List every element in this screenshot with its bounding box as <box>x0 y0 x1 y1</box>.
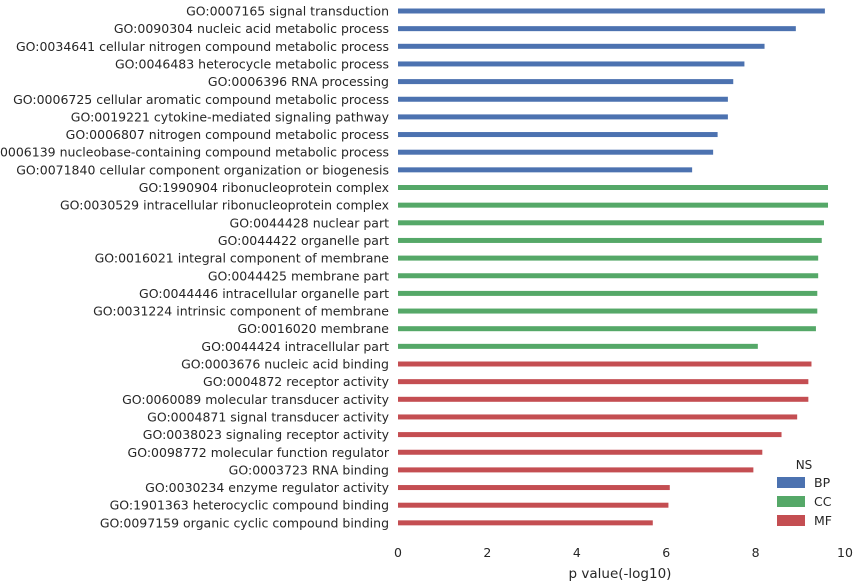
x-tick-label: 4 <box>573 545 581 560</box>
bar-cc <box>398 290 818 296</box>
bar-cc <box>398 202 829 208</box>
category-label: GO:0090304 nucleic acid metabolic proces… <box>114 21 389 36</box>
bar-mf <box>398 502 669 508</box>
bar-bp <box>398 79 734 85</box>
bar-bp <box>398 114 728 120</box>
category-label: GO:0016020 membrane <box>237 321 389 336</box>
bar-cc <box>398 326 816 332</box>
x-tick-label: 10 <box>837 545 853 560</box>
category-label: GO:0044428 nuclear part <box>230 215 390 230</box>
category-label: GO:1990904 ribonucleoprotein complex <box>139 180 389 195</box>
bar-mf <box>398 379 809 385</box>
category-label: GO:0098772 molecular function regulator <box>128 445 390 460</box>
legend-swatch-bp <box>777 477 805 488</box>
bar-bp <box>398 167 693 173</box>
category-labels: GO:0007165 signal transduction GO:0090304… <box>0 4 390 531</box>
bar-bp <box>398 96 728 102</box>
category-label: GO:0044424 intracellular part <box>201 339 389 354</box>
bar-mf <box>398 432 782 438</box>
category-label: GO:0003723 RNA binding <box>229 462 389 477</box>
category-label: GO:0030234 enzyme regulator activity <box>145 480 389 495</box>
bar-cc <box>398 185 829 190</box>
legend-swatch-mf <box>777 515 805 526</box>
bar-mf <box>398 520 653 526</box>
category-label: GO:0071840 cellular component organizati… <box>16 162 389 177</box>
category-label: GO:0006725 cellular aromatic compound me… <box>13 92 389 107</box>
bar-mf <box>398 485 670 491</box>
category-label: GO:0097159 organic cyclic compound bindi… <box>100 515 389 530</box>
bar-mf <box>398 396 809 402</box>
category-label: GO:0044422 organelle part <box>218 233 389 248</box>
category-label: GO:0006139 nucleobase-containing compoun… <box>0 145 389 160</box>
bar-mf <box>398 361 812 367</box>
x-axis-title: p value(-log10) <box>569 566 672 582</box>
category-label: GO:0019221 cytokine-mediated signaling p… <box>71 109 390 124</box>
category-label: GO:0060089 molecular transducer activity <box>122 392 390 407</box>
bar-mf <box>398 414 798 420</box>
x-tick-label: 6 <box>662 545 670 560</box>
bar-cc <box>398 343 758 349</box>
category-label: GO:0044446 intracellular organelle part <box>139 286 389 301</box>
legend-label-bp: BP <box>814 475 831 490</box>
bar-bp <box>398 149 714 155</box>
category-label: GO:0046483 heterocycle metabolic process <box>115 56 389 71</box>
category-label: GO:0003676 nucleic acid binding <box>181 357 389 372</box>
category-label: GO:0006807 nitrogen compound metabolic p… <box>66 127 389 142</box>
x-tick-label: 8 <box>752 545 760 560</box>
category-label: GO:0034641 cellular nitrogen compound me… <box>16 39 389 54</box>
category-label: GO:0030529 intracellular ribonucleoprote… <box>60 198 389 213</box>
bar-cc <box>398 237 822 243</box>
legend: NS BP CC MF <box>777 458 832 528</box>
x-tick-label: 0 <box>394 545 402 560</box>
legend-title: NS <box>796 458 813 472</box>
bar-cc <box>398 308 818 314</box>
category-label: GO:0007165 signal transduction <box>186 4 389 19</box>
bar-cc <box>398 220 824 226</box>
category-label: GO:0031224 intrinsic component of membra… <box>93 304 389 319</box>
bar-bp <box>398 132 718 138</box>
bars-layer <box>398 8 829 526</box>
category-label: GO:0016021 integral component of membran… <box>95 251 390 266</box>
bar-bp <box>398 8 825 14</box>
bar-bp <box>398 26 796 32</box>
category-label: GO:0006396 RNA processing <box>208 74 389 89</box>
bar-mf <box>398 449 763 455</box>
bar-bp <box>398 43 765 49</box>
x-tick-label: 2 <box>483 545 491 560</box>
bar-mf <box>398 467 754 473</box>
bar-bp <box>398 61 745 67</box>
category-label: GO:0044425 membrane part <box>208 268 389 283</box>
legend-swatch-cc <box>777 496 805 507</box>
category-label: GO:0038023 signaling receptor activity <box>143 427 390 442</box>
x-axis-ticks: 0 2 4 6 8 10 <box>394 545 853 560</box>
legend-label-cc: CC <box>814 494 832 509</box>
bar-cc <box>398 273 819 279</box>
bar-cc <box>398 255 819 261</box>
category-label: GO:0004871 signal transducer activity <box>147 409 389 424</box>
legend-label-mf: MF <box>814 513 832 528</box>
category-label: GO:1901363 heterocyclic compound binding <box>110 498 389 513</box>
category-label: GO:0004872 receptor activity <box>203 374 390 389</box>
